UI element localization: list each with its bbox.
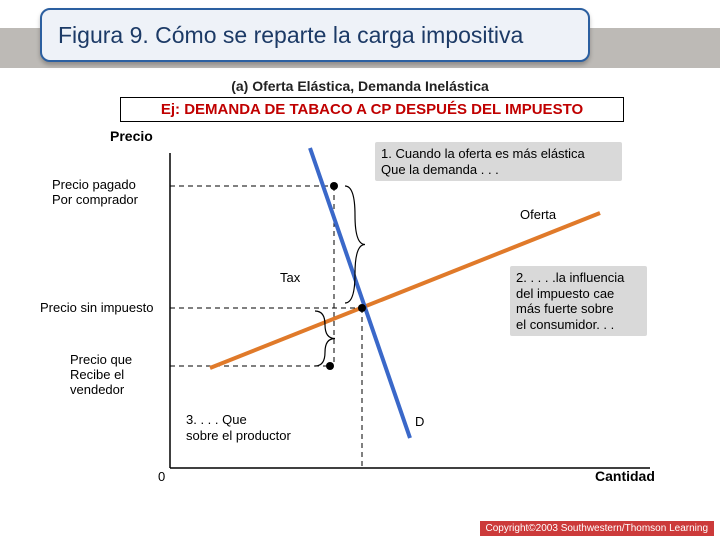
subtitle: (a) Oferta Elástica, Demanda Inelástica bbox=[0, 78, 720, 94]
copyright: Copyright©2003 Southwestern/Thomson Lear… bbox=[480, 521, 715, 536]
x-axis-label: Cantidad bbox=[595, 468, 655, 484]
annotation-2: 2. . . . .la influencia del impuesto cae… bbox=[510, 266, 647, 336]
supply-label: Oferta bbox=[520, 208, 556, 223]
chart-area: Precio Precio pagado Por comprador Preci… bbox=[40, 128, 680, 498]
y-axis-label: Precio bbox=[110, 128, 153, 144]
example-box: Ej: DEMANDA DE TABACO A CP DESPUÉS DEL I… bbox=[120, 97, 624, 122]
buyer-price-label: Precio pagado Por comprador bbox=[52, 178, 138, 208]
annotation-3: 3. . . . Que sobre el productor bbox=[180, 408, 312, 447]
figure-title: Figura 9. Cómo se reparte la carga impos… bbox=[40, 8, 590, 62]
tax-label: Tax bbox=[280, 271, 300, 286]
annotation-1: 1. Cuando la oferta es más elástica Que … bbox=[375, 142, 622, 181]
origin-label: 0 bbox=[158, 470, 165, 485]
demand-label: D bbox=[415, 415, 424, 430]
seller-price-label: Precio que Recibe el vendedor bbox=[70, 353, 132, 398]
notax-price-label: Precio sin impuesto bbox=[40, 301, 153, 316]
